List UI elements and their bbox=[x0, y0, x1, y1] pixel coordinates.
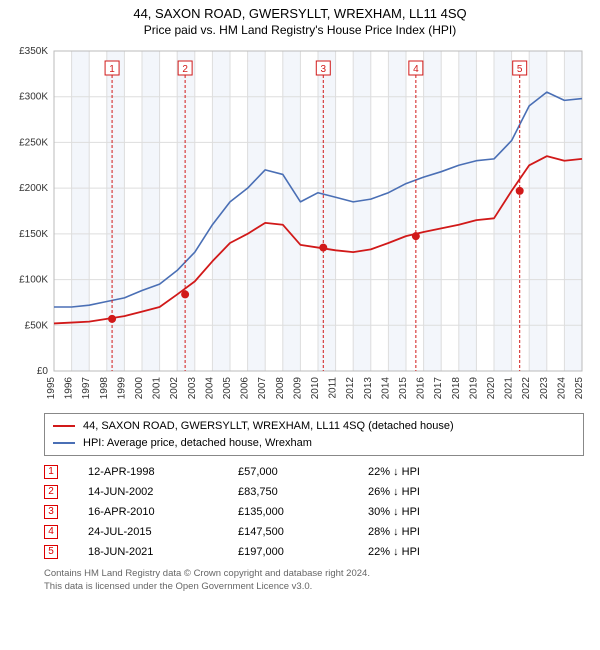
svg-text:5: 5 bbox=[517, 64, 523, 75]
event-date: 24-JUL-2015 bbox=[88, 526, 238, 538]
svg-text:4: 4 bbox=[413, 64, 419, 75]
svg-text:2020: 2020 bbox=[486, 377, 497, 400]
svg-text:2021: 2021 bbox=[504, 377, 515, 400]
svg-text:£150K: £150K bbox=[19, 229, 48, 240]
event-delta: 28% ↓ HPI bbox=[368, 526, 420, 538]
event-price: £197,000 bbox=[238, 546, 368, 558]
svg-text:1999: 1999 bbox=[116, 377, 127, 400]
line-chart-svg: 1995 1996 1997 1998 1999 2000 2001 2002 2003 2004… bbox=[10, 41, 590, 411]
event-delta: 30% ↓ HPI bbox=[368, 506, 420, 518]
svg-text:2008: 2008 bbox=[275, 377, 286, 400]
svg-text:2: 2 bbox=[182, 64, 188, 75]
svg-text:2001: 2001 bbox=[152, 377, 163, 400]
svg-text:2011: 2011 bbox=[328, 377, 339, 399]
footer-line1: Contains HM Land Registry data © Crown c… bbox=[44, 568, 584, 581]
event-date: 14-JUN-2002 bbox=[88, 486, 238, 498]
event-row: 3 16-APR-2010£135,00030% ↓ HPI bbox=[44, 502, 584, 522]
svg-text:1: 1 bbox=[109, 64, 115, 75]
event-num: 3 bbox=[44, 505, 58, 519]
event-date: 16-APR-2010 bbox=[88, 506, 238, 518]
event-num: 2 bbox=[44, 485, 58, 499]
svg-text:2002: 2002 bbox=[169, 377, 180, 400]
legend-swatch bbox=[53, 442, 75, 444]
legend-label: HPI: Average price, detached house, Wrex… bbox=[83, 435, 312, 452]
svg-text:£200K: £200K bbox=[19, 183, 48, 194]
svg-text:2009: 2009 bbox=[292, 377, 303, 400]
event-price: £147,500 bbox=[238, 526, 368, 538]
event-price: £57,000 bbox=[238, 466, 368, 478]
svg-text:£250K: £250K bbox=[19, 137, 48, 148]
event-delta: 22% ↓ HPI bbox=[368, 466, 420, 478]
svg-text:2019: 2019 bbox=[468, 377, 479, 400]
title-line2: Price paid vs. HM Land Registry's House … bbox=[0, 23, 600, 37]
chart-area: 1995 1996 1997 1998 1999 2000 2001 2002 2003 2004… bbox=[10, 41, 590, 411]
event-delta: 26% ↓ HPI bbox=[368, 486, 420, 498]
svg-text:1997: 1997 bbox=[81, 377, 92, 400]
svg-text:2022: 2022 bbox=[521, 377, 532, 400]
event-num: 4 bbox=[44, 525, 58, 539]
svg-text:2023: 2023 bbox=[539, 377, 550, 400]
svg-text:2004: 2004 bbox=[204, 377, 215, 400]
svg-text:2016: 2016 bbox=[416, 377, 427, 400]
event-price: £83,750 bbox=[238, 486, 368, 498]
legend-label: 44, SAXON ROAD, GWERSYLLT, WREXHAM, LL11… bbox=[83, 418, 454, 435]
svg-text:£50K: £50K bbox=[25, 320, 49, 331]
svg-text:2013: 2013 bbox=[363, 377, 374, 400]
events-table: 112-APR-1998£57,00022% ↓ HPI214-JUN-2002… bbox=[44, 462, 584, 562]
legend-swatch bbox=[53, 425, 75, 427]
svg-text:£0: £0 bbox=[37, 366, 49, 377]
legend-item: 44, SAXON ROAD, GWERSYLLT, WREXHAM, LL11… bbox=[53, 418, 575, 435]
svg-text:2007: 2007 bbox=[257, 377, 268, 400]
svg-text:2003: 2003 bbox=[187, 377, 198, 400]
event-row: 5 18-JUN-2021£197,00022% ↓ HPI bbox=[44, 542, 584, 562]
svg-text:2010: 2010 bbox=[310, 377, 321, 400]
event-row: 1 12-APR-1998£57,00022% ↓ HPI bbox=[44, 462, 584, 482]
event-date: 18-JUN-2021 bbox=[88, 546, 238, 558]
svg-text:2017: 2017 bbox=[433, 377, 444, 400]
title-line1: 44, SAXON ROAD, GWERSYLLT, WREXHAM, LL11… bbox=[0, 6, 600, 21]
legend-item: HPI: Average price, detached house, Wrex… bbox=[53, 435, 575, 452]
svg-text:£350K: £350K bbox=[19, 46, 48, 57]
chart-titles: 44, SAXON ROAD, GWERSYLLT, WREXHAM, LL11… bbox=[0, 0, 600, 37]
svg-text:2018: 2018 bbox=[451, 377, 462, 400]
event-num: 1 bbox=[44, 465, 58, 479]
svg-text:£300K: £300K bbox=[19, 92, 48, 103]
event-date: 12-APR-1998 bbox=[88, 466, 238, 478]
svg-text:1996: 1996 bbox=[64, 377, 75, 400]
svg-text:2025: 2025 bbox=[574, 377, 585, 400]
svg-text:1998: 1998 bbox=[99, 377, 110, 400]
footer-attribution: Contains HM Land Registry data © Crown c… bbox=[44, 568, 584, 594]
svg-text:2006: 2006 bbox=[240, 377, 251, 400]
svg-text:1995: 1995 bbox=[46, 377, 57, 400]
event-num: 5 bbox=[44, 545, 58, 559]
event-row: 2 14-JUN-2002£83,75026% ↓ HPI bbox=[44, 482, 584, 502]
event-price: £135,000 bbox=[238, 506, 368, 518]
svg-text:3: 3 bbox=[320, 64, 326, 75]
footer-line2: This data is licensed under the Open Gov… bbox=[44, 581, 584, 594]
svg-text:2014: 2014 bbox=[380, 377, 391, 400]
svg-text:2024: 2024 bbox=[556, 377, 567, 400]
event-delta: 22% ↓ HPI bbox=[368, 546, 420, 558]
svg-text:2005: 2005 bbox=[222, 377, 233, 400]
legend: 44, SAXON ROAD, GWERSYLLT, WREXHAM, LL11… bbox=[44, 413, 584, 456]
svg-text:2015: 2015 bbox=[398, 377, 409, 400]
event-row: 4 24-JUL-2015£147,50028% ↓ HPI bbox=[44, 522, 584, 542]
svg-text:2000: 2000 bbox=[134, 377, 145, 400]
svg-text:£100K: £100K bbox=[19, 275, 48, 286]
svg-text:2012: 2012 bbox=[345, 377, 356, 400]
